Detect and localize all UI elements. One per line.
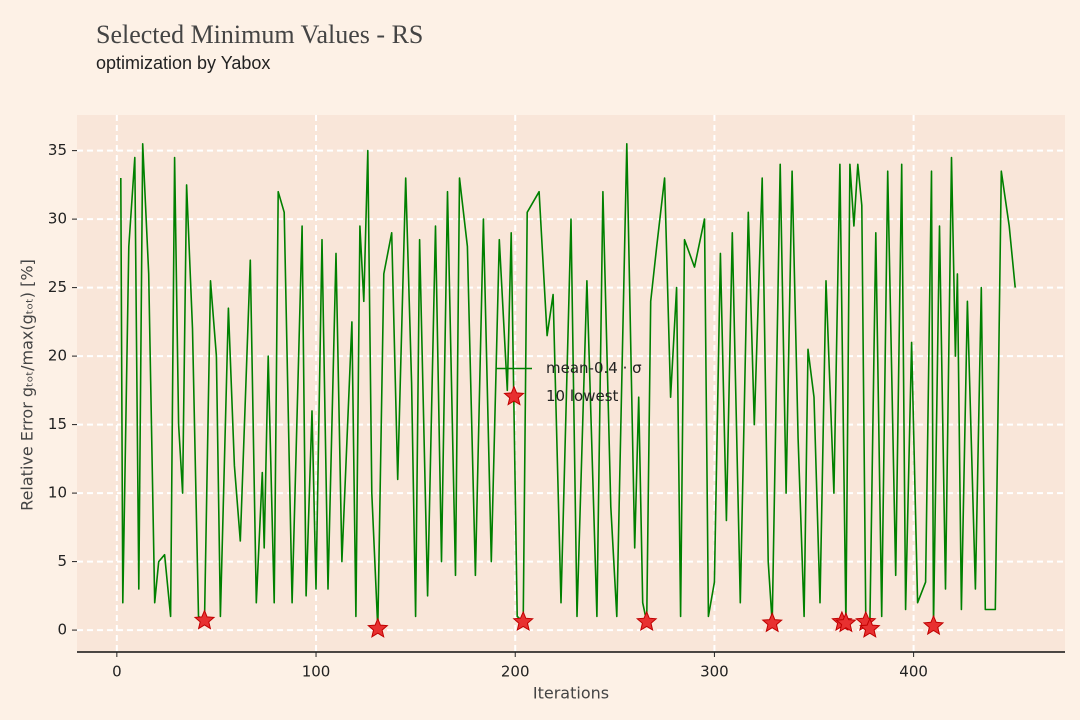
y-tick-label: 10 [48,484,67,502]
y-tick-label: 30 [48,210,67,228]
star-marker [367,617,389,638]
legend-label: mean-0.4 · σ [546,359,642,377]
y-tick-label: 25 [48,278,67,296]
x-tick-label: 100 [302,663,331,681]
x-axis-label: Iterations [533,684,609,703]
y-tick-label: 0 [57,621,67,639]
data-line [120,143,1016,630]
x-tick-label: 300 [700,663,729,681]
y-tick-label: 35 [48,141,67,159]
star-marker [859,617,881,638]
y-tick-label: 20 [48,347,67,365]
y-tick-label: 5 [57,552,67,570]
star-marker [635,610,658,632]
chart-subtitle: optimization by Yabox [96,53,270,73]
y-axis-label: Relative Error gₜₒₜ/max(gₜₒₜ) [%] [18,259,37,511]
x-tick-label: 400 [899,663,928,681]
y-tick-label: 15 [48,415,67,433]
legend-swatch [503,385,525,406]
star-marker [512,610,534,632]
legend-label: 10 lowest [546,387,619,405]
star-marker [193,609,216,630]
chart-title: Selected Minimum Values - RS [96,20,423,49]
x-tick-label: 200 [501,663,530,681]
x-tick-label: 0 [112,663,122,681]
star-marker [835,611,857,633]
star-marker [922,614,945,636]
star-marker [761,611,783,633]
